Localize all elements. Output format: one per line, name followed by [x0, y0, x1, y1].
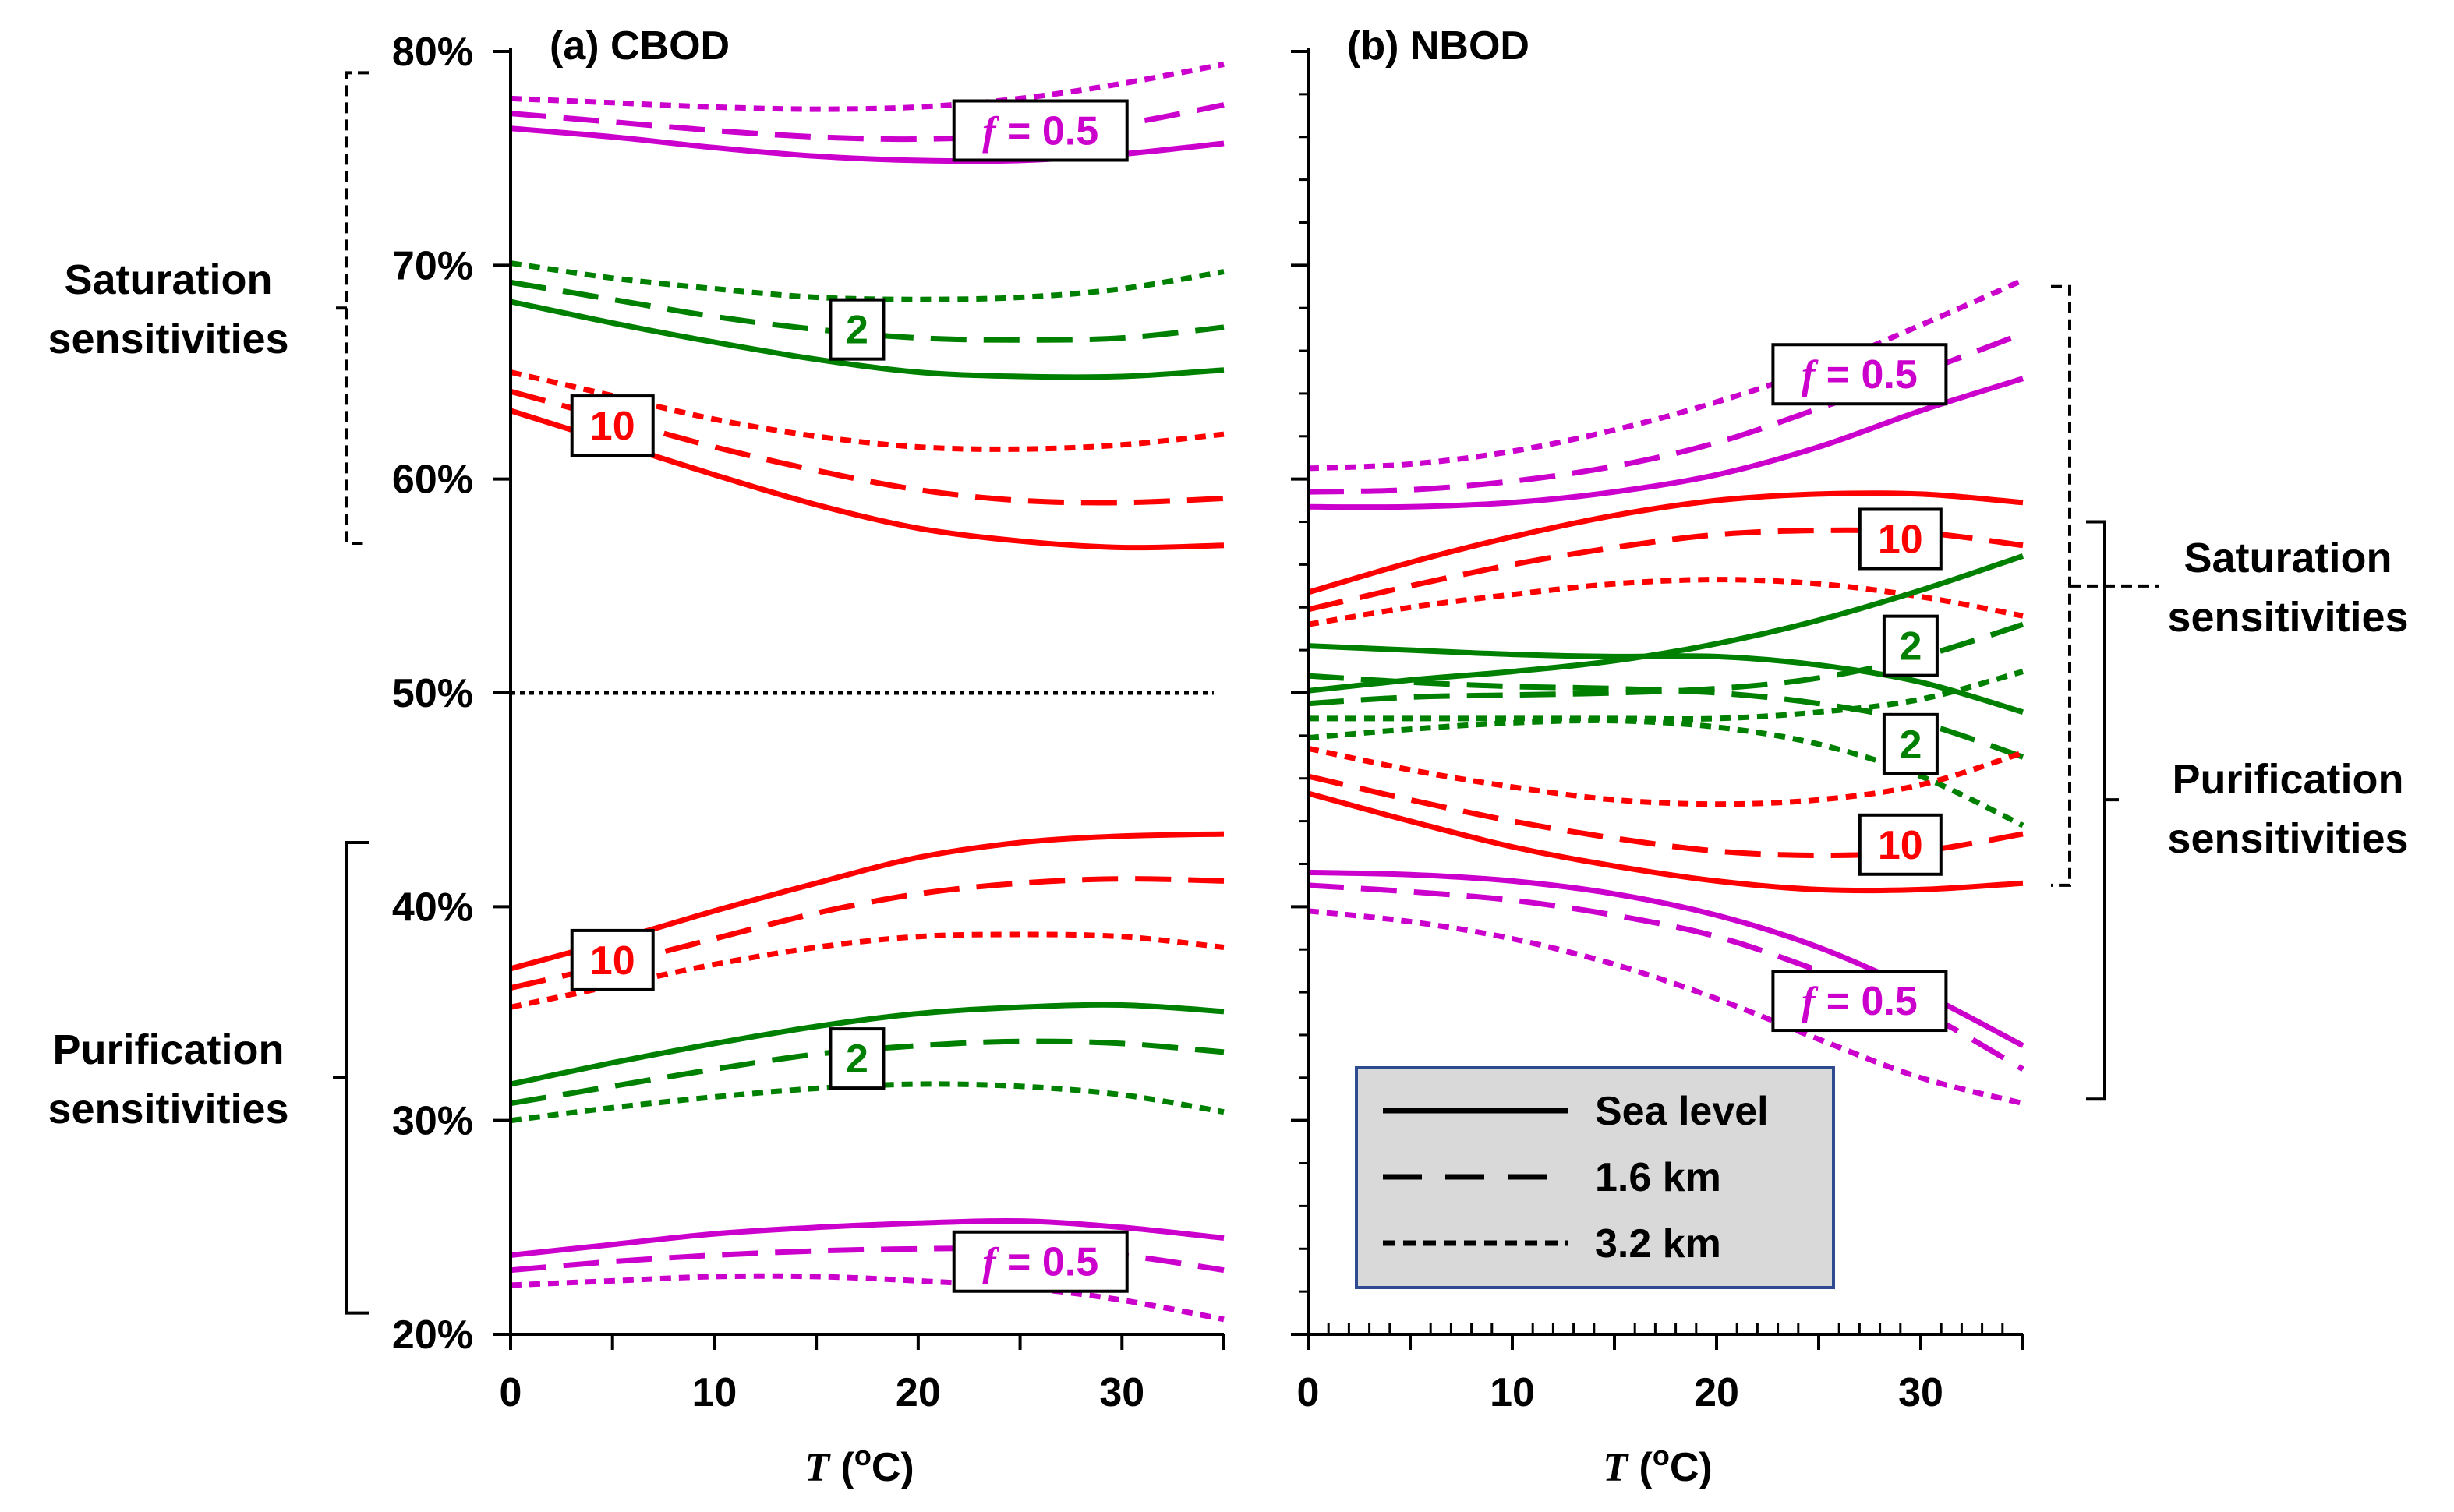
panel-a-side-label-0-line2: sensitivities	[48, 316, 288, 362]
panel-a-side-label-1-line2: sensitivities	[48, 1086, 288, 1132]
panel-b-side-label-0-line1: Saturation	[2183, 535, 2392, 581]
panel-b-series-purification-f-0-5-3-2-km	[1307, 908, 2024, 1107]
panel-a-series-saturation-f-2-1-6-km	[510, 279, 1225, 343]
panel-b-series-saturation-f-2-3-2-km	[1308, 669, 2024, 722]
panel-a-title: (a) CBOD	[550, 23, 730, 69]
panel-b-side-label-0-line2: sensitivities	[2167, 594, 2408, 641]
panel-b-legend-label-sea-level: Sea level	[1595, 1089, 1769, 1134]
panel-a-bracket-1	[333, 841, 369, 1315]
panel-a-series-purification-f-0-5-3-2-km	[510, 1273, 1225, 1323]
panel-a-x-tick-label-0: 0	[500, 1370, 522, 1415]
panel-a-box-label-frame-3	[570, 928, 655, 991]
panel-a-y-tick-label-80: 80%	[392, 30, 473, 75]
panel-a-series-purification-f-2-1-6-km	[510, 1038, 1225, 1107]
panel-a-box-label-frame-5	[952, 1230, 1129, 1293]
panel-b-series-purification-f-2-3-2-km	[1307, 717, 2024, 828]
panel-b-series-saturation-f-0-5-3-2-km	[1307, 277, 2024, 472]
box-label-value: = 0.5	[996, 109, 1099, 154]
x-title-variable: T	[804, 1446, 831, 1490]
panel-b-box-label-frame-3	[1882, 712, 1939, 775]
panel-b-x-tick-label-30: 30	[1898, 1370, 1943, 1415]
panel-b-x-tick-label-20: 20	[1694, 1370, 1739, 1415]
x-title-paren: (	[1628, 1445, 1653, 1490]
panel-b-legend-box	[1355, 1066, 1835, 1289]
box-label-value: = 0.5	[1815, 979, 1918, 1024]
panel-a-bracket-0	[333, 71, 369, 545]
panel-a-x-tick-label-10: 10	[692, 1370, 737, 1415]
panel-b-series-purification-f-10-3-2-km	[1307, 745, 2024, 807]
panel-b-box-label-1: 10	[1878, 517, 1923, 562]
panel-a-y-tick-label-30: 30%	[392, 1099, 473, 1144]
box-label-value: = 0.5	[1815, 352, 1918, 397]
panel-a-x-tick-label-20: 20	[896, 1370, 941, 1415]
panel-b-title: (b) NBOD	[1347, 23, 1529, 69]
x-title-variable: T	[1603, 1446, 1629, 1490]
panel-b-bracket-purification	[2086, 520, 2106, 1101]
panel-b-series-saturation-f-0-5-sea-level	[1307, 376, 2024, 510]
panel-a-box-label-1: 2	[846, 308, 868, 353]
panel-b-box-label-frame-4	[1858, 813, 1943, 876]
panel-b-legend-label-1-6-km: 1.6 km	[1595, 1155, 1721, 1200]
panel-b-box-label-2: 2	[1899, 624, 1922, 669]
box-label-value: = 0.5	[996, 1240, 1099, 1285]
x-title-unit: C)	[1670, 1445, 1713, 1490]
panel-a-series-purification-f-2-sea-level	[510, 1002, 1225, 1087]
panel-a-box-label-frame-2	[570, 394, 655, 457]
panel-b-side-label-1-line1: Purification	[2172, 756, 2403, 803]
panel-b-x-axis-title: T (oC)	[1603, 1440, 1712, 1491]
panel-a-box-label-3: 10	[590, 938, 635, 984]
panel-b-box-label-frame-0	[1771, 343, 1948, 406]
panel-b-box-label-frame-2	[1882, 614, 1939, 677]
panel-a-box-label-frame-4	[829, 1027, 886, 1090]
panel-a-box-label-0: f = 0.5	[982, 109, 1098, 154]
panel-a-x-axis-title: T (oC)	[804, 1440, 914, 1491]
panel-b-legend-label-3-2-km: 3.2 km	[1595, 1221, 1721, 1266]
x-title-degree: o	[854, 1440, 872, 1471]
panel-a-series-purification-f-0-5-sea-level	[510, 1217, 1225, 1258]
panel-a-side-label-0-line1: Saturation	[64, 256, 272, 303]
panel-a-y-tick-label-60: 60%	[392, 457, 473, 503]
panel-b-x-tick-label-0: 0	[1297, 1370, 1320, 1415]
panel-a-y-tick-label-40: 40%	[392, 885, 473, 930]
panel-b-series-purification-f-2-sea-level	[1307, 643, 2024, 715]
panel-a-box-label-2: 10	[590, 404, 635, 449]
box-label-f: f	[1802, 353, 1819, 397]
panel-a-x-tick-label-30: 30	[1099, 1370, 1144, 1415]
x-title-paren: (	[829, 1445, 854, 1490]
panel-a-box-label-4: 2	[846, 1037, 868, 1082]
panel-a-side-label-1-line1: Purification	[52, 1026, 284, 1073]
x-title-unit: C)	[872, 1445, 914, 1490]
panel-a-y-tick-label-50: 50%	[392, 671, 473, 716]
panel-b-box-label-4: 10	[1878, 823, 1923, 868]
panel-b-series-purification-f-0-5-1-6-km	[1307, 882, 2024, 1072]
panel-a-box-label-frame-0	[952, 99, 1129, 162]
panel-b-series-saturation-f-2-sea-level	[1307, 553, 2024, 694]
panel-b-box-label-0: f = 0.5	[1802, 352, 1918, 397]
panel-a-series-saturation-f-0-5-3-2-km	[510, 62, 1225, 112]
box-label-f: f	[982, 1241, 999, 1285]
panel-a-box-label-frame-1	[829, 298, 886, 361]
panel-b-box-label-3: 2	[1899, 722, 1922, 768]
panel-b-box-label-frame-1	[1858, 507, 1943, 571]
box-label-f: f	[982, 110, 999, 154]
panel-a-series-saturation-f-2-sea-level	[510, 299, 1225, 380]
panel-b-box-label-5: f = 0.5	[1802, 979, 1918, 1024]
panel-b-x-tick-label-10: 10	[1490, 1370, 1535, 1415]
box-label-f: f	[1802, 980, 1819, 1024]
panel-b-series-purification-f-10-sea-level	[1307, 790, 2024, 894]
panel-a-y-tick-label-20: 20%	[392, 1312, 473, 1358]
panel-b-series-saturation-f-10-sea-level	[1307, 490, 2024, 595]
panel-a-box-label-5: f = 0.5	[982, 1240, 1098, 1285]
panel-b-side-label-1-line2: sensitivities	[2167, 815, 2408, 862]
panel-a-y-tick-label-70: 70%	[392, 243, 473, 288]
panel-b-box-label-frame-5	[1771, 970, 1948, 1033]
x-title-degree: o	[1653, 1440, 1670, 1471]
